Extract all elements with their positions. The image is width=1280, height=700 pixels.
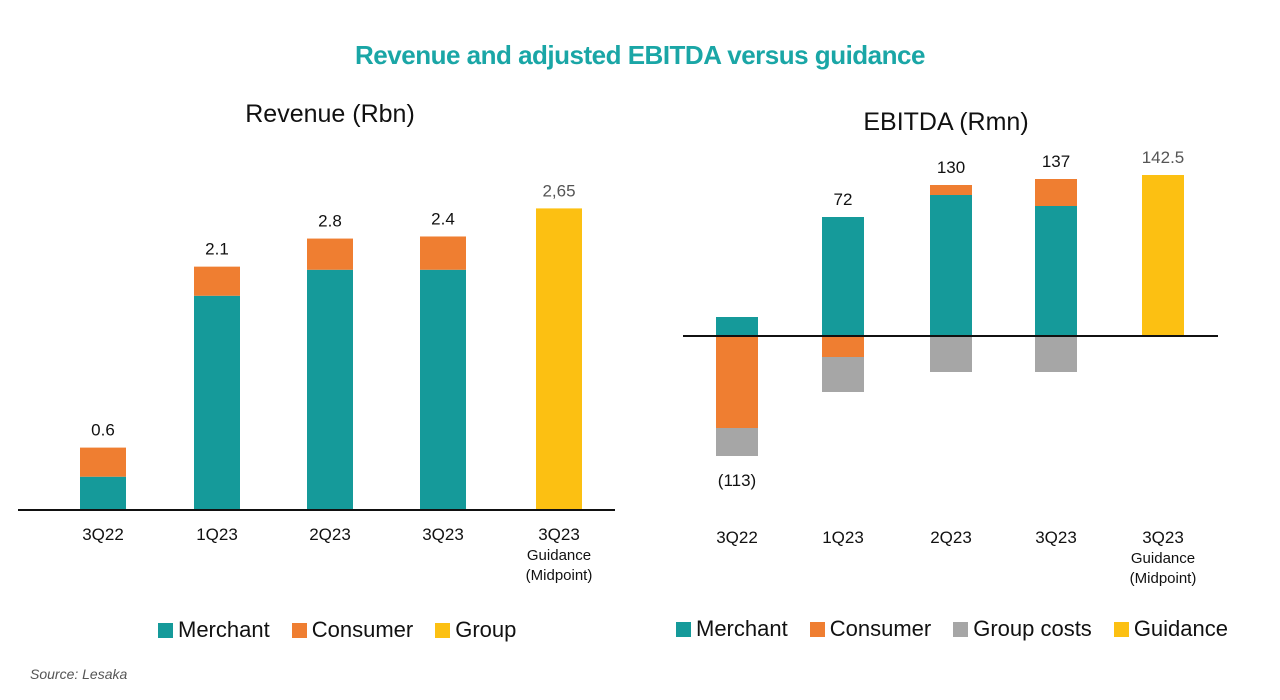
x-tick-label: 2Q23 — [309, 525, 351, 544]
bar-consumer — [194, 266, 240, 296]
legend-item: Merchant — [158, 617, 270, 643]
legend-swatch — [809, 621, 825, 637]
x-tick-label: 2Q23 — [930, 528, 972, 547]
legend-swatch — [676, 621, 691, 637]
source-note: Source: Lesaka — [30, 666, 128, 682]
bar-merchant — [80, 476, 126, 510]
x-tick-label: 1Q23 — [822, 528, 864, 547]
bar-guidance — [1142, 175, 1184, 336]
x-tick-label: 3Q22 — [716, 528, 758, 547]
bar-merchant — [930, 195, 972, 336]
bar-group — [536, 208, 582, 510]
data-label: 2.4 — [431, 209, 455, 228]
bar-consumer — [80, 447, 126, 477]
bar-group-costs — [822, 357, 864, 392]
bar-consumer — [1035, 179, 1077, 206]
x-tick-label: 1Q23 — [196, 525, 238, 544]
data-label: (113) — [718, 471, 756, 490]
revenue-legend: Merchant Consumer Group — [158, 617, 538, 643]
legend-item: Merchant — [676, 616, 788, 642]
ebitda-chart-title: EBITDA (Rmn) — [863, 108, 1029, 136]
bar-group-costs — [930, 336, 972, 372]
legend-item: Guidance — [1113, 616, 1228, 642]
bar-merchant — [420, 269, 466, 510]
x-tick-label: (Midpoint) — [1130, 570, 1197, 587]
x-tick-label: (Midpoint) — [526, 567, 593, 584]
legend-swatch — [435, 622, 451, 638]
bar-merchant — [307, 269, 353, 510]
x-tick-label: 3Q22 — [82, 525, 124, 544]
legend-item: Group — [435, 617, 516, 643]
legend-label: Group costs — [973, 616, 1092, 641]
bar-consumer — [822, 336, 864, 357]
legend-item: Consumer — [291, 617, 414, 643]
data-label: 2.8 — [318, 212, 342, 231]
bar-consumer — [716, 336, 758, 428]
bar-merchant — [1035, 206, 1077, 336]
legend-label: Guidance — [1133, 616, 1228, 641]
bar-merchant — [194, 295, 240, 510]
data-label: 130 — [937, 158, 965, 177]
legend-label: Group — [455, 617, 517, 642]
data-label: 142.5 — [1142, 148, 1185, 167]
legend-item: Consumer — [809, 616, 932, 642]
x-tick-label: 3Q23 — [538, 525, 580, 544]
bar-consumer — [930, 185, 972, 195]
data-label: 2,65 — [542, 181, 575, 200]
bar-merchant — [822, 217, 864, 336]
legend-swatch — [158, 622, 173, 638]
data-label: 2.1 — [205, 240, 229, 259]
x-tick-label: Guidance — [527, 547, 591, 564]
bar-consumer — [420, 236, 466, 270]
legend-label: Consumer — [311, 617, 414, 642]
legend-label: Merchant — [696, 616, 788, 641]
data-label: 137 — [1042, 152, 1070, 171]
data-label: 0.6 — [91, 421, 115, 440]
x-tick-label: Guidance — [1131, 550, 1195, 567]
x-tick-label: 3Q23 — [1035, 528, 1077, 547]
ebitda-legend: Merchant Consumer Group costs Guidance — [676, 616, 1250, 642]
main-title: Revenue and adjusted EBITDA versus guida… — [355, 40, 925, 70]
x-tick-label: 3Q23 — [422, 525, 464, 544]
legend-swatch — [953, 621, 969, 637]
x-tick-label: 3Q23 — [1142, 528, 1184, 547]
legend-item: Group costs — [953, 616, 1092, 642]
bar-group-costs — [1035, 336, 1077, 372]
legend-label: Consumer — [829, 616, 932, 641]
revenue-chart-title: Revenue (Rbn) — [245, 100, 415, 128]
bar-group-costs — [716, 428, 758, 456]
bar-consumer — [307, 238, 353, 270]
legend-label: Merchant — [178, 617, 270, 642]
legend-swatch — [1113, 621, 1129, 637]
bar-merchant — [716, 317, 758, 336]
data-label: 72 — [834, 190, 853, 209]
legend-swatch — [291, 622, 307, 638]
